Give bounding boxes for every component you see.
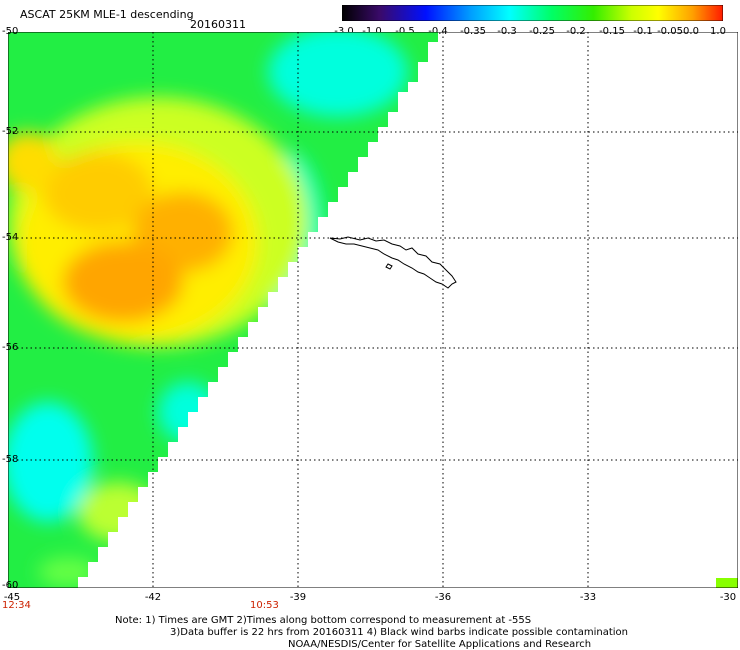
lon-label: -39 bbox=[289, 592, 307, 603]
lon-label: -30 bbox=[719, 592, 737, 603]
lon-label: -45 bbox=[3, 592, 21, 603]
swath-data bbox=[8, 32, 438, 588]
wind-map bbox=[8, 32, 738, 588]
lon-label: -33 bbox=[579, 592, 597, 603]
lon-label: -42 bbox=[144, 592, 162, 603]
graticule bbox=[8, 32, 738, 588]
data-patch bbox=[716, 578, 738, 588]
lat-label: -54 bbox=[2, 232, 19, 243]
product-title: ASCAT 25KM MLE-1 descending bbox=[20, 8, 194, 21]
colorbar-gradient bbox=[342, 5, 723, 21]
colorbar bbox=[342, 5, 723, 21]
footer-note-2: 3)Data buffer is 22 hrs from 20160311 4)… bbox=[170, 627, 628, 638]
lat-label: -58 bbox=[2, 454, 19, 465]
island-coastline bbox=[329, 236, 457, 289]
time-label-mid: 10:53 bbox=[250, 600, 279, 611]
lon-label: -36 bbox=[434, 592, 452, 603]
lat-label: -60 bbox=[2, 580, 19, 591]
lat-label: -52 bbox=[2, 126, 19, 137]
product-date: 20160311 bbox=[190, 18, 246, 31]
footer-note-1: Note: 1) Times are GMT 2)Times along bot… bbox=[115, 615, 532, 626]
lat-label: -50 bbox=[2, 26, 19, 37]
time-label-left: 12:34 bbox=[2, 600, 31, 611]
lat-label: -56 bbox=[2, 342, 19, 353]
footer-credit: NOAA/NESDIS/Center for Satellite Applica… bbox=[288, 639, 592, 650]
